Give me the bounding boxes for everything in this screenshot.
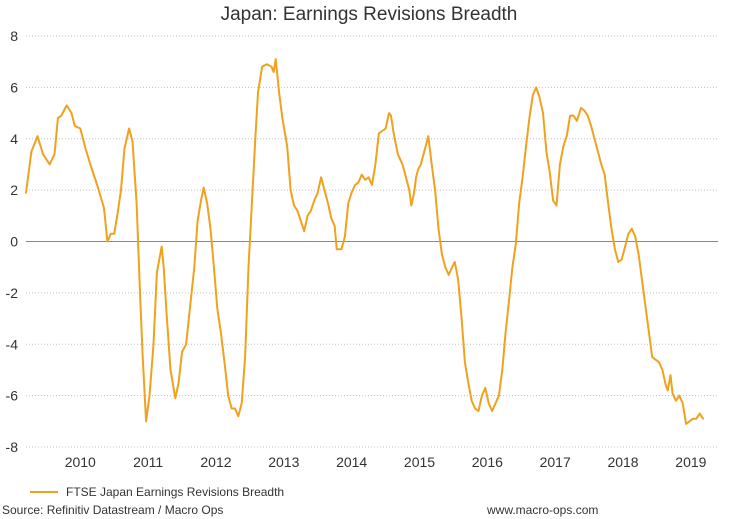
x-tick-label: 2010: [65, 454, 96, 470]
source-note: Source: Refinitiv Datastream / Macro Ops: [2, 503, 224, 517]
x-tick-label: 2013: [268, 454, 299, 470]
y-tick-label: -4: [6, 336, 19, 352]
y-tick-labels: 8 6 4 2 0 -2 -4 -6 -8: [6, 28, 19, 455]
x-tick-label: 2011: [133, 454, 163, 470]
y-tick-label: 6: [10, 79, 18, 95]
series-lines: [25, 58, 705, 425]
y-tick-label: 2: [10, 182, 18, 198]
y-tick-label: -2: [6, 285, 19, 301]
x-tick-label: 2018: [607, 454, 638, 470]
x-tick-label: 2014: [336, 454, 367, 470]
website-url: www.macro-ops.com: [487, 503, 599, 517]
legend-label: FTSE Japan Earnings Revisions Breadth: [66, 485, 284, 499]
x-tick-label: 2012: [200, 454, 231, 470]
series-line: [25, 58, 705, 425]
y-tick-label: 8: [10, 28, 18, 44]
y-tick-label: -6: [6, 388, 19, 404]
x-tick-label: 2017: [540, 454, 571, 470]
x-tick-labels: 2010 2011 2012 2013 2014 2015 2016 2017 2018 2019: [65, 454, 707, 470]
y-tick-label: 4: [10, 131, 18, 147]
x-tick-label: 2015: [404, 454, 435, 470]
chart-title: Japan: Earnings Revisions Breadth: [221, 4, 518, 25]
x-tick-label: 2016: [472, 454, 503, 470]
y-tick-label: 0: [10, 234, 18, 250]
y-tick-label: -8: [6, 439, 19, 455]
x-tick-label: 2019: [675, 454, 706, 470]
grid-lines: [26, 35, 718, 448]
legend: FTSE Japan Earnings Revisions Breadth: [30, 485, 284, 499]
